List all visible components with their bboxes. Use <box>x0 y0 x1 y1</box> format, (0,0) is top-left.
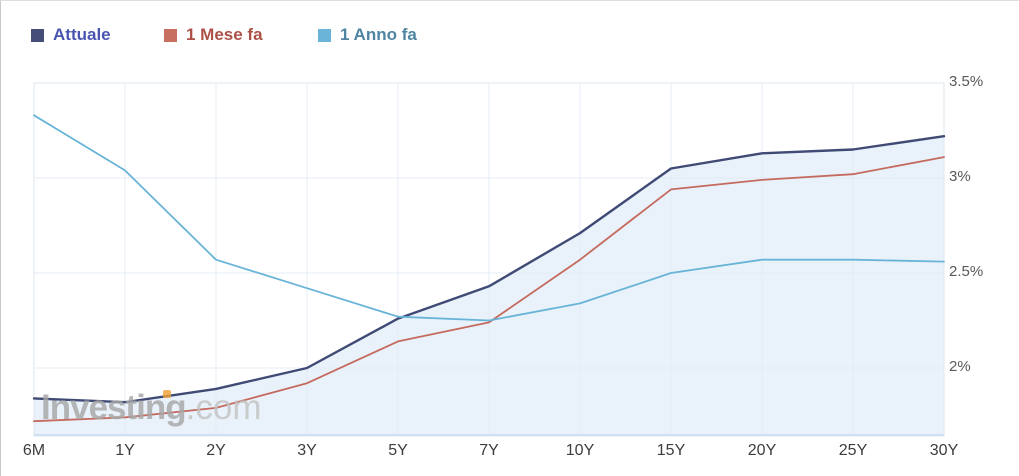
x-axis-label-7y: 7Y <box>479 442 499 459</box>
x-axis-label-5y: 5Y <box>388 442 408 459</box>
series-line-0 <box>32 134 946 404</box>
legend-label-1-anno-fa: 1 Anno fa <box>340 25 417 44</box>
x-axis-label-20y: 20Y <box>747 442 777 459</box>
x-axis-label-30y: 30Y <box>929 442 959 459</box>
watermark-suffix: .com <box>185 388 262 427</box>
x-axis-label-10y: 10Y <box>565 442 595 459</box>
x-axis-label-1y: 1Y <box>115 442 135 459</box>
x-axis-label-2y: 2Y <box>206 442 226 459</box>
y-axis-label-2%: 2% <box>949 358 971 375</box>
watermark-brand: Investing <box>41 388 187 427</box>
y-axis-label-2.5%: 2.5% <box>949 263 984 280</box>
legend-label-1-mese-fa: 1 Mese fa <box>186 25 263 44</box>
chart-legend: Attuale 1 Mese fa 1 Anno fa <box>1 1 1019 56</box>
legend-label-attuale: Attuale <box>53 25 111 44</box>
y-axis-label-3%: 3% <box>949 168 971 185</box>
legend-swatch-1-mese-fa-icon <box>164 28 177 42</box>
series-line-1 <box>33 156 945 423</box>
legend-item-1-anno-fa[interactable]: 1 Anno fa <box>318 25 417 45</box>
x-axis-label-3y: 3Y <box>297 442 317 459</box>
legend-swatch-attuale-icon <box>31 28 44 42</box>
x-axis-label-6m: 6M <box>22 442 46 459</box>
investing-watermark: Investing.com <box>41 388 262 428</box>
legend-item-attuale[interactable]: Attuale <box>31 25 111 45</box>
x-axis-label-25y: 25Y <box>838 442 868 459</box>
watermark-orange-dot-icon <box>163 390 171 398</box>
x-axis-label-15y: 15Y <box>656 442 686 459</box>
series-line-2 <box>33 114 945 322</box>
y-axis-label-3.5%: 3.5% <box>949 73 984 90</box>
legend-swatch-1-anno-fa-icon <box>318 28 331 42</box>
area-fill-attuale <box>34 136 944 436</box>
legend-item-1-mese-fa[interactable]: 1 Mese fa <box>164 25 263 45</box>
